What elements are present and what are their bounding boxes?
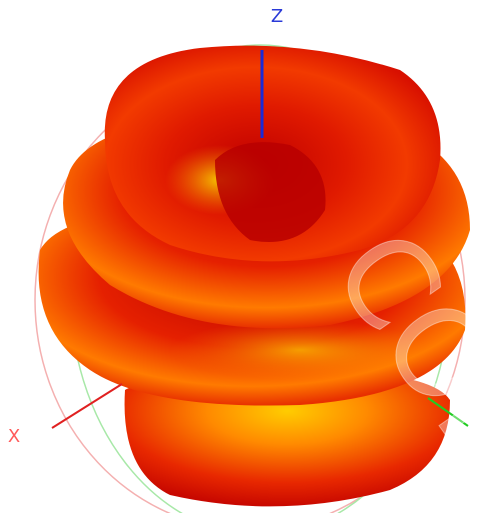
highlight	[170, 320, 430, 380]
x-axis	[51, 383, 123, 429]
pattern-lobe	[124, 370, 450, 507]
pattern-dimple	[215, 142, 326, 242]
x-axis-label: X	[8, 426, 20, 447]
z-axis-label: Z	[271, 6, 283, 27]
y-axis	[427, 397, 469, 427]
